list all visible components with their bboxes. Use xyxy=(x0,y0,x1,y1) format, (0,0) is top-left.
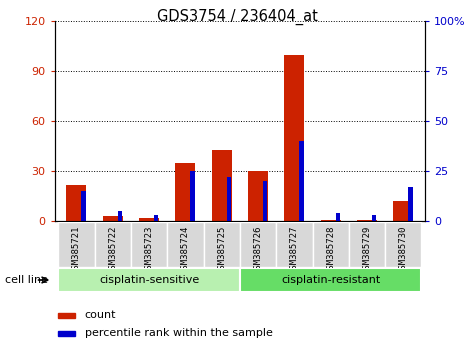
Bar xyxy=(285,55,304,221)
Bar xyxy=(81,191,86,221)
Bar xyxy=(103,216,123,221)
Bar xyxy=(58,313,75,319)
Bar xyxy=(167,222,204,267)
Bar xyxy=(393,201,413,221)
Text: GSM385723: GSM385723 xyxy=(144,225,153,274)
Bar xyxy=(372,215,376,221)
Bar xyxy=(58,331,75,336)
Bar xyxy=(131,222,167,267)
Bar xyxy=(349,222,385,267)
Text: GSM385724: GSM385724 xyxy=(181,225,190,274)
Text: cell line: cell line xyxy=(5,275,48,285)
Bar xyxy=(299,141,304,221)
Bar xyxy=(58,222,95,267)
Bar xyxy=(276,222,313,267)
Bar xyxy=(139,218,159,221)
Text: GSM385722: GSM385722 xyxy=(108,225,117,274)
Text: percentile rank within the sample: percentile rank within the sample xyxy=(85,328,273,338)
Bar xyxy=(321,219,341,221)
Text: GSM385726: GSM385726 xyxy=(254,225,263,274)
Text: count: count xyxy=(85,310,116,320)
Bar xyxy=(190,171,195,221)
Bar xyxy=(240,268,421,292)
Bar xyxy=(240,222,276,267)
Bar xyxy=(175,163,195,221)
Bar xyxy=(248,171,268,221)
Text: GSM385729: GSM385729 xyxy=(362,225,371,274)
Bar xyxy=(357,219,377,221)
Bar xyxy=(336,213,340,221)
Bar xyxy=(313,222,349,267)
Bar xyxy=(154,215,158,221)
Text: GDS3754 / 236404_at: GDS3754 / 236404_at xyxy=(157,9,318,25)
Text: cisplatin-sensitive: cisplatin-sensitive xyxy=(99,275,199,285)
Text: GSM385725: GSM385725 xyxy=(217,225,226,274)
Text: GSM385728: GSM385728 xyxy=(326,225,335,274)
Bar xyxy=(385,222,421,267)
Text: cisplatin-resistant: cisplatin-resistant xyxy=(281,275,380,285)
Bar xyxy=(118,211,122,221)
Text: GSM385721: GSM385721 xyxy=(72,225,81,274)
Bar xyxy=(58,268,240,292)
Text: GSM385727: GSM385727 xyxy=(290,225,299,274)
Bar xyxy=(227,177,231,221)
Bar xyxy=(263,181,267,221)
Bar xyxy=(66,184,86,221)
Bar xyxy=(212,150,232,221)
Bar xyxy=(95,222,131,267)
Bar xyxy=(204,222,240,267)
Text: GSM385730: GSM385730 xyxy=(399,225,408,274)
Bar xyxy=(408,187,413,221)
